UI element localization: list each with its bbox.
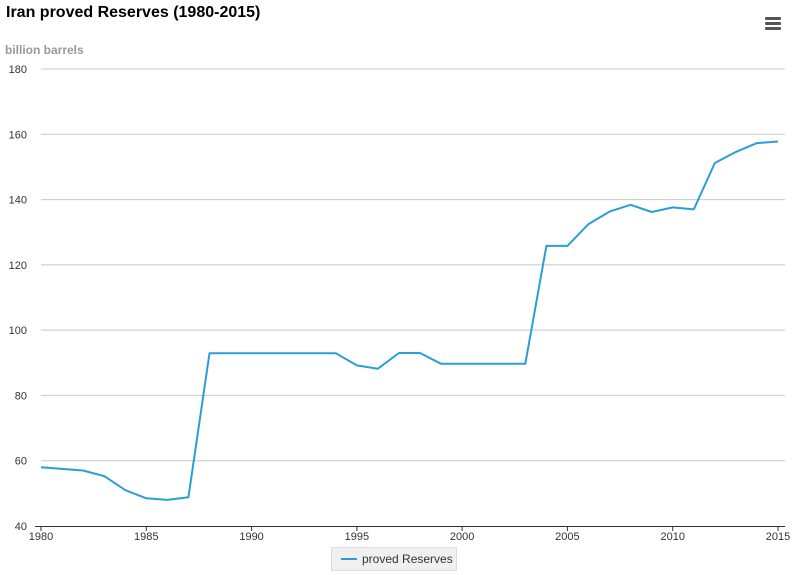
data-point[interactable] xyxy=(79,467,87,475)
data-point[interactable] xyxy=(521,360,529,368)
legend-label: proved Reserves xyxy=(362,552,453,566)
x-tick-label: 1995 xyxy=(345,531,369,543)
data-point[interactable] xyxy=(584,220,592,228)
data-point[interactable] xyxy=(542,242,550,250)
data-point[interactable] xyxy=(290,349,298,357)
data-point[interactable] xyxy=(332,349,340,357)
data-point[interactable] xyxy=(732,148,740,156)
series-group xyxy=(37,137,782,504)
data-point[interactable] xyxy=(353,361,361,369)
data-point[interactable] xyxy=(121,486,129,494)
y-axis-unit-label: billion barrels xyxy=(5,43,84,57)
x-tick-label: 1980 xyxy=(29,531,53,543)
legend-item-proved-reserves[interactable]: proved Reserves xyxy=(331,547,457,571)
y-axis-ticks: 40 60 80 100 120 140 160 180 xyxy=(9,64,27,533)
data-point[interactable] xyxy=(163,496,171,504)
data-point[interactable] xyxy=(774,137,782,145)
y-tick-label: 100 xyxy=(9,325,27,337)
data-point[interactable] xyxy=(479,360,487,368)
gridlines xyxy=(41,68,785,462)
y-tick-label: 140 xyxy=(9,195,27,207)
y-tick-label: 60 xyxy=(15,456,27,468)
data-point[interactable] xyxy=(227,349,235,357)
y-tick-label: 120 xyxy=(9,260,27,272)
data-point[interactable] xyxy=(395,349,403,357)
data-point[interactable] xyxy=(374,365,382,373)
x-axis: 1980 1985 1990 1995 2000 2005 2010 2015 xyxy=(29,526,790,543)
data-point[interactable] xyxy=(311,349,319,357)
x-tick-label: 2015 xyxy=(766,531,790,543)
data-point[interactable] xyxy=(669,203,677,211)
data-point[interactable] xyxy=(627,201,635,209)
data-point[interactable] xyxy=(606,208,614,216)
data-point[interactable] xyxy=(205,349,213,357)
y-tick-label: 180 xyxy=(9,64,27,76)
data-point[interactable] xyxy=(458,360,466,368)
series-line-proved-reserves[interactable] xyxy=(40,140,779,501)
x-tick-label: 1985 xyxy=(134,531,158,543)
data-point[interactable] xyxy=(500,360,508,368)
x-tick-label: 2005 xyxy=(555,531,579,543)
data-point[interactable] xyxy=(711,159,719,167)
data-point[interactable] xyxy=(142,494,150,502)
data-point[interactable] xyxy=(563,242,571,250)
hamburger-menu-icon[interactable] xyxy=(762,17,784,37)
data-point[interactable] xyxy=(416,349,424,357)
data-point[interactable] xyxy=(248,349,256,357)
data-point[interactable] xyxy=(184,493,192,501)
y-tick-label: 80 xyxy=(15,390,27,402)
data-point[interactable] xyxy=(269,349,277,357)
data-point[interactable] xyxy=(753,139,761,147)
x-tick-label: 1990 xyxy=(239,531,263,543)
y-tick-label: 160 xyxy=(9,129,27,141)
data-point[interactable] xyxy=(37,463,45,471)
data-point[interactable] xyxy=(648,208,656,216)
y-tick-label: 40 xyxy=(15,521,27,533)
data-point[interactable] xyxy=(690,205,698,213)
x-tick-label: 2000 xyxy=(450,531,474,543)
data-point[interactable] xyxy=(437,360,445,368)
chart-title: Iran proved Reserves (1980-2015) xyxy=(6,4,261,21)
data-point[interactable] xyxy=(100,472,108,480)
legend-swatch xyxy=(341,558,357,560)
data-point[interactable] xyxy=(58,465,66,473)
x-tick-label: 2010 xyxy=(660,531,684,543)
